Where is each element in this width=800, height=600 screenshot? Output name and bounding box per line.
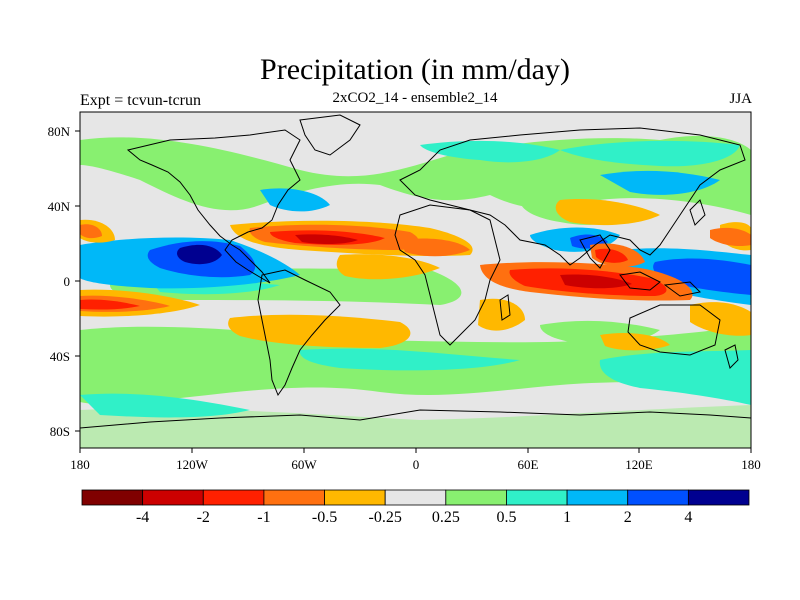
lon-tick-label: 0 (413, 457, 420, 472)
colorbar-swatch (81, 489, 144, 506)
colorbar-label: -0.5 (312, 509, 337, 526)
colorbar-swatch (445, 489, 507, 506)
colorbar-swatch (142, 489, 204, 506)
colorbar-swatch (263, 489, 325, 506)
colorbar-label: 2 (624, 509, 632, 526)
colorbar-label: 0.25 (432, 509, 460, 526)
colorbar-swatch (202, 489, 265, 506)
coastlines (80, 114, 751, 429)
latitude-ticks: 80N 40N 0 40S 80S (48, 124, 80, 439)
colorbar-label: -4 (136, 509, 149, 526)
lon-tick-label: 120W (176, 457, 209, 472)
colorbar-label: -1 (257, 509, 270, 526)
lat-tick-label: 40N (48, 199, 71, 214)
lat-tick-label: 80N (48, 124, 71, 139)
season-label: JJA (729, 91, 752, 107)
lat-tick-label: 80S (50, 424, 70, 439)
lat-tick-label: 40S (50, 349, 70, 364)
colorbar-label: -0.25 (369, 509, 402, 526)
lon-tick-label: 60W (291, 457, 317, 472)
plot-title: Precipitation (in mm/day) (260, 53, 570, 86)
experiment-label: Expt = tcvun-tcrun (80, 92, 201, 109)
lat-tick-label: 0 (64, 274, 71, 289)
colorbar-swatch (566, 489, 629, 506)
colorbar-swatch (384, 489, 447, 506)
lon-tick-label: 60E (518, 457, 539, 472)
colorbar-swatch (687, 489, 750, 506)
colorbar-swatch (506, 489, 568, 506)
colorbar-label: -2 (197, 509, 210, 526)
lon-tick-label: 180 (741, 457, 761, 472)
precipitation-field (80, 112, 751, 448)
longitude-ticks: 180 120W 60W 0 60E 120E 180 (70, 448, 761, 472)
lon-tick-label: 120E (625, 457, 653, 472)
colorbar-swatch (627, 489, 689, 506)
colorbar-label: 1 (563, 509, 571, 526)
plot-subtitle: 2xCO2_14 - ensemble2_14 (332, 90, 498, 106)
colorbar-label: 4 (684, 509, 692, 526)
colorbar-swatch (324, 489, 386, 506)
colorbar: -4 -2 -1 -0.5 -0.25 0.25 0.5 1 2 4 (81, 489, 750, 526)
colorbar-label: 0.5 (496, 509, 516, 526)
lon-tick-label: 180 (70, 457, 90, 472)
